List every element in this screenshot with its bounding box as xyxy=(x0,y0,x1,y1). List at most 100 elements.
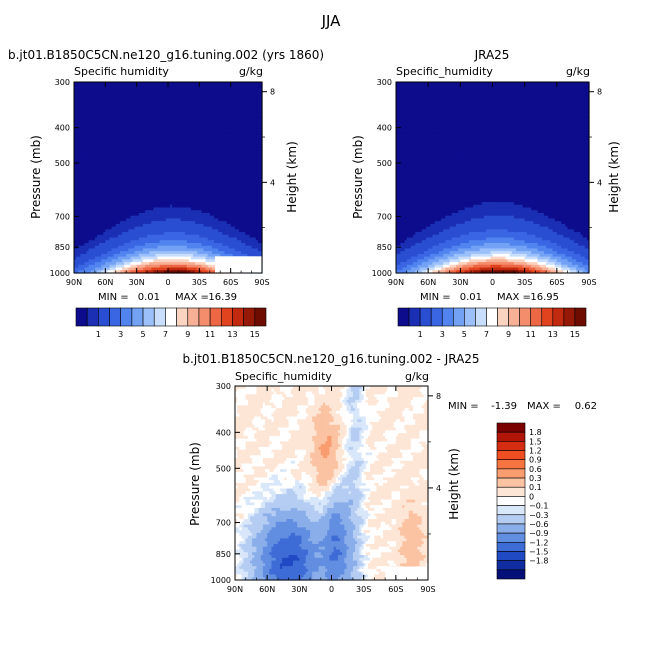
field-cell xyxy=(88,95,92,99)
field-cell xyxy=(243,103,246,108)
field-cell xyxy=(236,98,240,102)
field-cell xyxy=(88,122,92,127)
field-cell xyxy=(220,117,223,121)
field-cell xyxy=(153,117,157,121)
field-cell xyxy=(193,152,196,157)
field-cell xyxy=(132,152,136,157)
field-cell xyxy=(245,169,248,173)
field-cell xyxy=(180,92,184,97)
field-cell xyxy=(149,144,152,149)
field-cell xyxy=(195,98,198,102)
field-cell xyxy=(136,128,140,132)
field-cell xyxy=(86,90,90,94)
field-cell xyxy=(128,90,131,94)
field-cell xyxy=(155,98,159,102)
field-cell xyxy=(236,161,240,165)
field-cell xyxy=(257,106,261,110)
field-cell xyxy=(99,152,102,157)
field-cell xyxy=(88,125,92,129)
field-cell xyxy=(245,117,248,121)
field-cell xyxy=(243,152,246,157)
field-cell xyxy=(186,133,190,138)
field-cell xyxy=(90,87,94,91)
field-cell xyxy=(124,84,127,89)
field-cell xyxy=(226,166,230,170)
field-cell xyxy=(174,169,177,173)
field-cell xyxy=(111,136,115,140)
field-cell xyxy=(155,92,159,97)
field-cell xyxy=(186,109,190,113)
field-cell xyxy=(216,142,219,146)
field-cell xyxy=(122,131,125,135)
field-cell xyxy=(205,106,209,110)
field-cell xyxy=(126,133,129,138)
field-cell xyxy=(134,112,138,116)
field-cell xyxy=(213,125,217,129)
field-cell xyxy=(253,120,257,124)
field-cell xyxy=(176,161,180,165)
field-cell xyxy=(220,147,223,151)
field-cell xyxy=(213,169,217,173)
field-cell xyxy=(222,152,225,157)
field-cell xyxy=(149,166,152,170)
field-cell xyxy=(245,84,248,89)
field-cell xyxy=(76,136,79,140)
field-cell xyxy=(103,109,106,113)
field-cell xyxy=(149,95,152,99)
field-cell xyxy=(236,158,240,162)
field-cell xyxy=(207,114,211,119)
field-cell xyxy=(88,92,92,97)
field-cell xyxy=(228,158,232,162)
field-cell xyxy=(122,169,125,173)
field-cell xyxy=(236,120,240,124)
field-cell xyxy=(241,101,244,105)
field-cell xyxy=(122,142,125,146)
field-cell xyxy=(165,133,169,138)
field-cell xyxy=(165,144,169,149)
field-cell xyxy=(176,142,180,146)
field-cell xyxy=(78,161,81,165)
field-cells xyxy=(74,82,263,274)
field-cell xyxy=(153,84,157,89)
field-cell xyxy=(109,87,113,91)
field-cell xyxy=(155,155,159,159)
field-cell xyxy=(257,82,261,86)
field-cell xyxy=(257,147,261,151)
field-cell xyxy=(157,95,161,99)
field-cell xyxy=(147,90,150,94)
field-cell xyxy=(101,122,104,127)
field-cell xyxy=(245,152,248,157)
field-cell xyxy=(207,92,211,97)
field-cell xyxy=(190,84,194,89)
field-cell xyxy=(245,166,248,170)
field-cell xyxy=(107,150,111,154)
field-cell xyxy=(107,161,111,165)
field-cell xyxy=(257,128,261,132)
field-cell xyxy=(99,87,102,91)
field-cell xyxy=(176,95,180,99)
field-cell xyxy=(199,103,203,108)
field-cell xyxy=(151,150,154,154)
field-cell xyxy=(220,144,223,149)
field-cell xyxy=(209,125,213,129)
field-cell xyxy=(180,152,184,157)
field-cell xyxy=(211,131,215,135)
field-cell xyxy=(251,155,255,159)
field-cell xyxy=(115,106,119,110)
field-cell xyxy=(101,84,104,89)
field-cell xyxy=(138,125,142,129)
field-cell xyxy=(159,158,163,162)
field-cell xyxy=(136,98,140,102)
field-cell xyxy=(203,152,207,157)
field-cell xyxy=(103,172,106,176)
field-cell xyxy=(109,112,113,116)
field-cell xyxy=(149,155,152,159)
field-cell xyxy=(163,136,167,140)
field-cell xyxy=(105,172,109,176)
field-cell xyxy=(234,90,238,94)
field-cell xyxy=(132,109,136,113)
field-cell xyxy=(197,155,200,159)
field-cell xyxy=(182,150,186,154)
field-cell xyxy=(138,101,142,105)
field-cell xyxy=(115,112,119,116)
